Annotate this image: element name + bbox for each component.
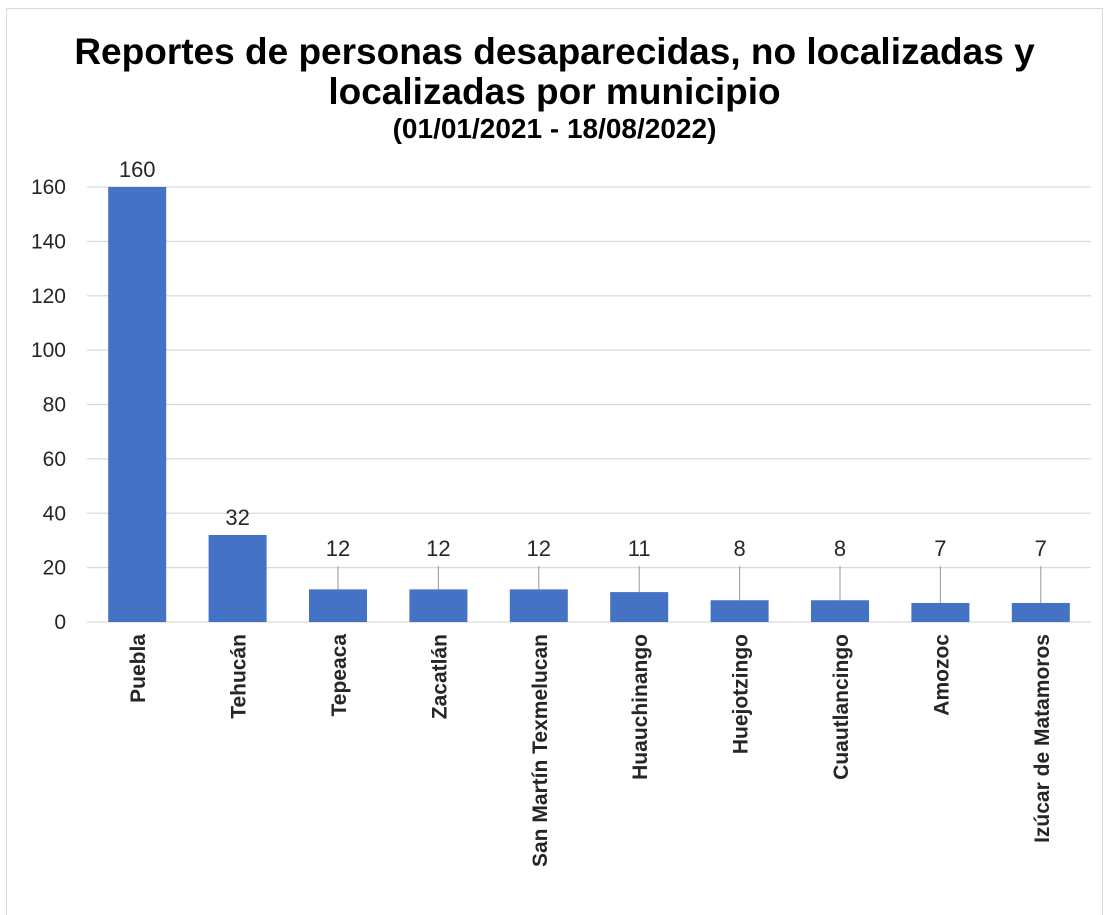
y-tick-label: 80 bbox=[43, 394, 66, 417]
chart-frame bbox=[6, 8, 1103, 915]
data-labels: 160 32 12 12 12 11 8 8 7 7 bbox=[119, 157, 1047, 561]
chart-subtitle: (01/01/2021 - 18/08/2022) bbox=[392, 113, 717, 144]
bar bbox=[309, 589, 367, 622]
data-label: 160 bbox=[119, 157, 156, 182]
category-label: Cuautlancingo bbox=[830, 634, 853, 780]
chart-title-block: Reportes de personas desaparecidas, no l… bbox=[0, 32, 1109, 146]
bar bbox=[1011, 602, 1070, 622]
data-label: 8 bbox=[733, 536, 745, 561]
data-label: 12 bbox=[326, 536, 350, 561]
category-label: Huauchinango bbox=[629, 634, 652, 780]
chart-title: Reportes de personas desaparecidas, no l… bbox=[74, 31, 1035, 112]
category-label: Tehucán bbox=[228, 634, 251, 719]
bar bbox=[108, 187, 167, 622]
data-label: 7 bbox=[1035, 536, 1047, 561]
y-tick-label: 140 bbox=[31, 230, 66, 253]
data-label: 12 bbox=[527, 536, 551, 561]
category-label: San Martín Texmelucan bbox=[529, 634, 552, 867]
y-tick-label: 60 bbox=[43, 448, 66, 471]
y-tick-label: 20 bbox=[43, 557, 66, 580]
leader-lines bbox=[337, 566, 1042, 603]
bars bbox=[108, 187, 1070, 622]
category-label: Izúcar de Matamoros bbox=[1031, 634, 1054, 843]
bar bbox=[911, 602, 970, 622]
data-label: 7 bbox=[934, 536, 946, 561]
data-label: 8 bbox=[834, 536, 846, 561]
y-tick-label: 120 bbox=[31, 285, 66, 308]
bar bbox=[509, 589, 568, 622]
data-label: 12 bbox=[426, 536, 450, 561]
y-tick-label: 40 bbox=[43, 502, 66, 525]
y-tick-label: 0 bbox=[54, 611, 66, 634]
bar bbox=[811, 600, 869, 622]
category-label: Huejotzingo bbox=[730, 634, 753, 754]
data-label: 11 bbox=[628, 536, 651, 561]
y-tick-label: 100 bbox=[31, 339, 66, 362]
category-label: Puebla bbox=[127, 634, 150, 703]
x-axis-categories: Puebla Tehucán Tepeaca Zacatlán San Martín T… bbox=[127, 634, 1054, 867]
category-label: Zacatlán bbox=[428, 634, 451, 719]
bar bbox=[610, 592, 669, 622]
category-label: Amozoc bbox=[930, 634, 953, 716]
category-label: Tepeaca bbox=[328, 634, 351, 717]
bar bbox=[208, 535, 267, 622]
bar bbox=[710, 600, 769, 622]
data-label: 32 bbox=[225, 505, 249, 530]
bar bbox=[409, 589, 468, 622]
y-tick-label: 160 bbox=[31, 176, 66, 199]
y-axis-ticks: 0 20 40 60 80 100 120 140 160 bbox=[31, 176, 66, 634]
